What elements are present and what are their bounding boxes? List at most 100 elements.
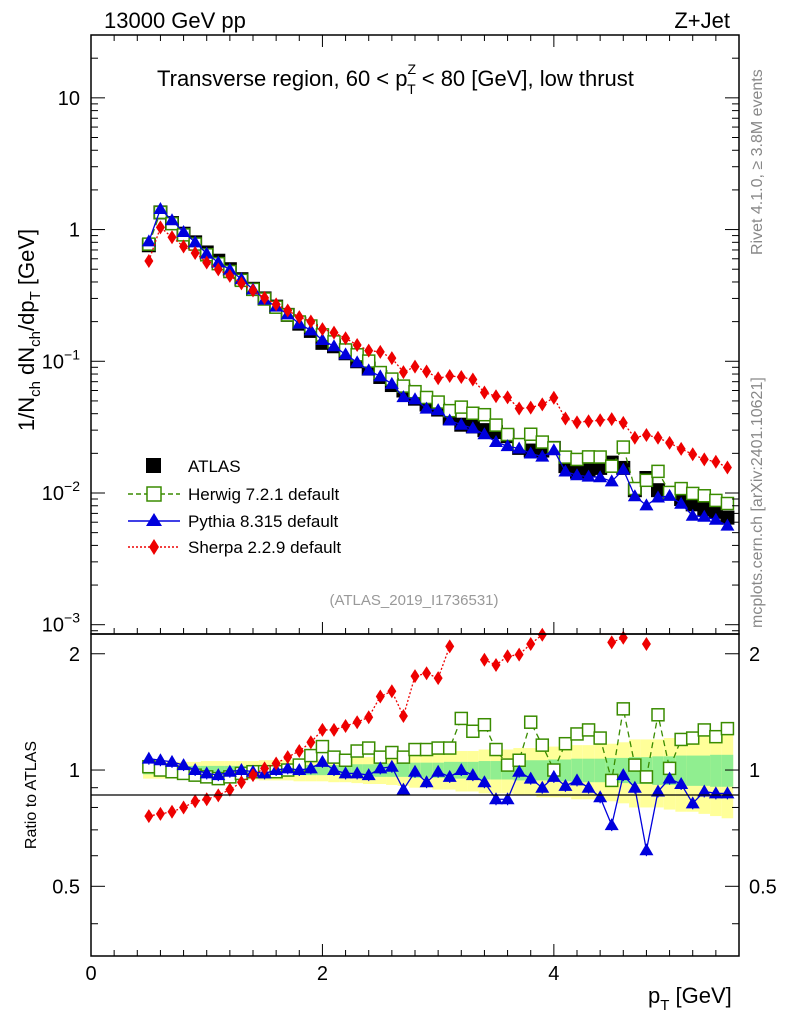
sherpa-main-point-34 xyxy=(537,397,547,412)
herwig-ratio-point-40 xyxy=(604,773,619,788)
pythia-ratio-point-14 xyxy=(303,761,318,774)
sherpa-ratio-point-40 xyxy=(607,635,617,650)
sherpa-ratio-point-26 xyxy=(445,639,455,654)
analysis-tag: (ATLAS_2019_I1736531) xyxy=(329,592,498,609)
herwig-ratio-point-24 xyxy=(419,742,434,757)
pythia-main-point-33 xyxy=(523,446,538,459)
herwig-main-point-37 xyxy=(570,452,584,467)
sherpa-main-point-23 xyxy=(410,359,420,374)
pythia-ratio-point-44 xyxy=(651,784,665,797)
pythia-main-point-4 xyxy=(188,235,203,248)
pythia-ratio-point-34 xyxy=(535,780,550,793)
sherpa-main-point-33 xyxy=(526,400,536,415)
pythia-ratio-point-48 xyxy=(697,784,712,797)
pythia-main-point-35 xyxy=(546,443,561,456)
sherpa-main-point-16 xyxy=(329,325,339,340)
main-y-tick-label-4: 10−3 xyxy=(42,610,80,637)
sherpa-main-point-22 xyxy=(398,365,408,380)
sherpa-main-point-20 xyxy=(375,344,385,359)
legend-label-atlas: ATLAS xyxy=(188,457,241,476)
herwig-ratio-point-32 xyxy=(512,753,526,768)
sherpa-main-point-47 xyxy=(688,447,698,462)
pythia-main-point-14 xyxy=(303,323,318,336)
legend-label-sherpa: Sherpa 2.2.9 default xyxy=(188,538,341,557)
pythia-main-point-19 xyxy=(361,363,376,376)
header-right: Z+Jet xyxy=(674,8,730,33)
pythia-main-point-30 xyxy=(489,435,503,448)
pythia-ratio-point-40 xyxy=(604,818,619,831)
ratio-series xyxy=(141,627,735,857)
pythia-ratio-point-23 xyxy=(408,764,422,777)
sherpa-ratio-point-24 xyxy=(422,666,432,681)
sherpa-main-point-18 xyxy=(352,337,362,352)
pythia-ratio-point-43 xyxy=(639,843,654,856)
sherpa-main-point-41 xyxy=(618,415,628,430)
sherpa-ratio-point-5 xyxy=(202,792,212,807)
main-y-tick-label-0: 10 xyxy=(58,88,80,110)
pythia-main-point-7 xyxy=(222,262,237,275)
herwig-main-point-40 xyxy=(604,459,619,473)
pythia-main-point-15 xyxy=(315,333,330,346)
sherpa-main-point-24 xyxy=(422,364,432,379)
pythia-ratio-point-18 xyxy=(350,766,365,779)
sherpa-ratio-point-14 xyxy=(306,735,316,750)
band-inner-22 xyxy=(397,763,410,777)
sherpa-main-point-27 xyxy=(456,370,466,385)
sherpa-ratio-point-16 xyxy=(329,722,339,737)
pythia-main-point-40 xyxy=(604,474,619,487)
herwig-main-point-49 xyxy=(709,493,723,508)
pythia-main-point-28 xyxy=(465,421,480,434)
atlas-point-47 xyxy=(685,497,700,512)
pythia-main-point-1 xyxy=(153,202,168,215)
ratio-y-axis-label: Ratio to ATLAS xyxy=(23,741,40,849)
pythia-main-point-20 xyxy=(373,369,388,382)
herwig-main-point-31 xyxy=(500,427,515,442)
pythia-ratio-point-35 xyxy=(546,769,561,782)
sherpa-main-point-49 xyxy=(711,454,721,469)
herwig-ratio-point-46 xyxy=(674,732,688,747)
herwig-ratio-point-34 xyxy=(535,738,550,752)
pythia-ratio-point-12 xyxy=(280,761,295,774)
herwig-main-point-39 xyxy=(593,450,607,464)
sherpa-main-point-29 xyxy=(479,385,489,400)
pythia-ratio-point-24 xyxy=(419,775,434,788)
sherpa-ratio-point-32 xyxy=(514,647,524,662)
pythia-main-point-24 xyxy=(419,401,434,414)
sherpa-ratio-point-25 xyxy=(433,671,443,686)
sherpa-ratio-point-31 xyxy=(503,649,513,664)
sherpa-main-point-36 xyxy=(560,411,570,426)
pythia-main-point-48 xyxy=(697,509,712,522)
sherpa-ratio-point-13 xyxy=(294,744,304,759)
herwig-main-point-38 xyxy=(581,450,596,464)
herwig-ratio-point-36 xyxy=(558,736,573,751)
pythia-main-point-22 xyxy=(396,390,411,403)
sherpa-main-point-11 xyxy=(271,297,281,312)
sherpa-main-point-14 xyxy=(306,314,316,329)
legend: ATLAS Herwig 7.2.1 default Pythia 8.315 … xyxy=(128,457,341,557)
pythia-ratio-point-26 xyxy=(442,769,457,782)
herwig-ratio-point-41 xyxy=(616,702,631,716)
x-tick-label-2: 4 xyxy=(548,963,559,985)
pythia-ratio-point-7 xyxy=(222,764,237,777)
herwig-ratio-point-49 xyxy=(709,729,723,744)
herwig-main-point-36 xyxy=(558,450,573,464)
pythia-main-point-6 xyxy=(211,255,226,268)
band-inner-50 xyxy=(721,754,734,787)
main-y-tick-label-1: 1 xyxy=(69,220,80,242)
pythia-ratio-point-22 xyxy=(396,782,411,795)
herwig-main-point-50 xyxy=(720,496,735,511)
ratio-y-tick-label-left-2: 0.5 xyxy=(52,876,80,898)
pythia-ratio-point-21 xyxy=(384,759,399,772)
legend-label-herwig: Herwig 7.2.1 default xyxy=(188,485,339,504)
legend-marker-pythia xyxy=(146,513,162,526)
sherpa-main-point-43 xyxy=(641,427,651,442)
sherpa-main-point-32 xyxy=(514,401,524,416)
band-inner-47 xyxy=(686,755,699,786)
pythia-ratio-point-13 xyxy=(292,763,307,776)
pythia-ratio-point-2 xyxy=(165,754,179,767)
pythia-ratio-point-20 xyxy=(373,761,388,774)
band-inner-38 xyxy=(582,758,595,783)
herwig-ratio-point-39 xyxy=(593,731,607,745)
main-y-tick-label-2: 10−1 xyxy=(42,346,80,373)
